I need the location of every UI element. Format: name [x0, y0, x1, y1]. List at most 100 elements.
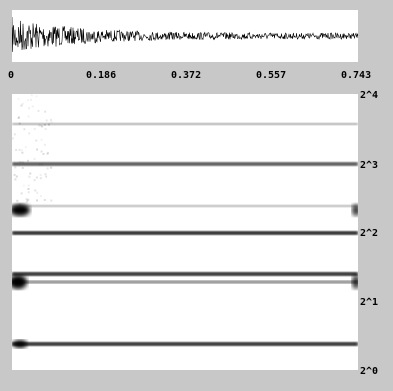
noise-speck: [50, 118, 52, 121]
scalogram-bands: [12, 94, 358, 348]
waveform-trace: [12, 16, 358, 52]
noise-speck: [15, 148, 18, 151]
noise-speck: [39, 174, 42, 176]
noise-speck: [24, 146, 27, 149]
noise-speck: [27, 191, 30, 194]
noise-speck: [40, 124, 43, 127]
time-tick-0: 0: [8, 70, 15, 81]
noise-speck: [50, 121, 53, 124]
edge-blob: [352, 204, 358, 216]
noise-speck: [21, 151, 24, 154]
noise-speck: [50, 166, 53, 169]
noise-speck: [20, 192, 23, 195]
noise-speck: [31, 105, 34, 108]
noise-speck: [25, 198, 28, 201]
noise-speck: [45, 119, 48, 122]
noise-speck: [20, 104, 23, 107]
noise-speck: [39, 177, 42, 180]
noise-speck: [18, 161, 21, 164]
noise-speck: [44, 128, 47, 130]
band-scale-2-3: [12, 162, 358, 166]
noise-speck: [42, 153, 45, 155]
noise-speck: [33, 179, 36, 182]
noise-speck: [27, 184, 30, 187]
band-scale-2-4: [12, 122, 358, 126]
noise-speck: [40, 150, 43, 153]
noise-speck: [41, 163, 44, 166]
noise-speck: [18, 148, 21, 151]
wavelet-scalogram: [12, 94, 358, 370]
noise-speck: [15, 175, 18, 178]
noise-speck: [16, 199, 19, 202]
waveform-path: [12, 16, 358, 52]
time-tick-3: 0.557: [256, 70, 287, 81]
scale-tick-3: 2^3: [360, 160, 379, 171]
band-scale-2-0-5: [12, 342, 358, 346]
noise-speck: [41, 125, 44, 128]
time-tick-4: 0.743: [341, 70, 372, 81]
noise-speck: [35, 176, 38, 179]
scale-tick-1: 2^1: [360, 297, 379, 308]
noise-speck: [17, 98, 20, 100]
noise-speck: [46, 167, 49, 170]
noise-speck: [13, 133, 16, 136]
noise-speck: [13, 173, 16, 176]
noise-speck: [37, 109, 40, 112]
noise-speck: [46, 152, 49, 155]
noise-speck: [27, 115, 30, 118]
noise-speck: [28, 132, 31, 135]
noise-speck: [38, 124, 41, 127]
noise-speck: [21, 167, 24, 169]
noise-speck: [27, 188, 30, 190]
edge-blob: [12, 275, 27, 289]
time-tick-2: 0.372: [171, 70, 202, 81]
edge-blob: [13, 340, 27, 348]
noise-speck: [14, 166, 17, 169]
band-scale-2-1-5: [12, 272, 358, 276]
noise-speck: [30, 98, 32, 101]
noise-speck: [36, 191, 39, 194]
time-tick-1: 0.186: [86, 70, 117, 81]
noise-speck: [34, 189, 37, 192]
band-scale-2-2-5: [12, 204, 358, 208]
scale-tick-0: 2^0: [360, 366, 379, 377]
noise-speck: [20, 149, 23, 152]
noise-speck: [29, 172, 32, 175]
noise-speck: [33, 128, 36, 131]
scalogram-svg: [12, 94, 358, 348]
noise-speck: [18, 116, 20, 119]
noise-speck: [35, 95, 38, 98]
noise-speck: [28, 175, 31, 178]
noise-speck: [14, 178, 17, 181]
noise-speck: [33, 157, 36, 160]
noise-speck: [17, 116, 20, 119]
noise-speck: [28, 107, 31, 110]
noise-speck: [19, 160, 22, 163]
edge-blob: [352, 275, 358, 289]
noise-speck: [30, 94, 33, 97]
noise-speck: [47, 123, 50, 126]
noise-speck: [47, 151, 49, 154]
noise-speck: [27, 198, 30, 201]
noise-speck: [27, 159, 29, 162]
band-scale-2-1-4: [12, 280, 358, 284]
edge-blob: [12, 204, 30, 216]
scale-axis: 2^4 2^3 2^2 2^1 2^0: [358, 90, 393, 382]
noise-speck: [36, 148, 39, 151]
noise-speck: [23, 128, 26, 131]
noise-speck: [35, 139, 38, 142]
band-scale-2-2: [12, 231, 358, 235]
noise-speck: [44, 110, 47, 113]
noise-speck: [43, 123, 46, 126]
noise-speck: [21, 102, 24, 105]
signal-waveform-svg: [12, 16, 358, 52]
noise-speck: [38, 163, 41, 166]
noise-speck: [45, 175, 48, 178]
noise-speck: [44, 143, 46, 146]
noise-speck: [19, 203, 21, 206]
noise-speck: [40, 138, 43, 141]
noise-speck: [18, 122, 21, 125]
noise-speck: [44, 173, 47, 176]
noise-speck: [40, 195, 42, 198]
